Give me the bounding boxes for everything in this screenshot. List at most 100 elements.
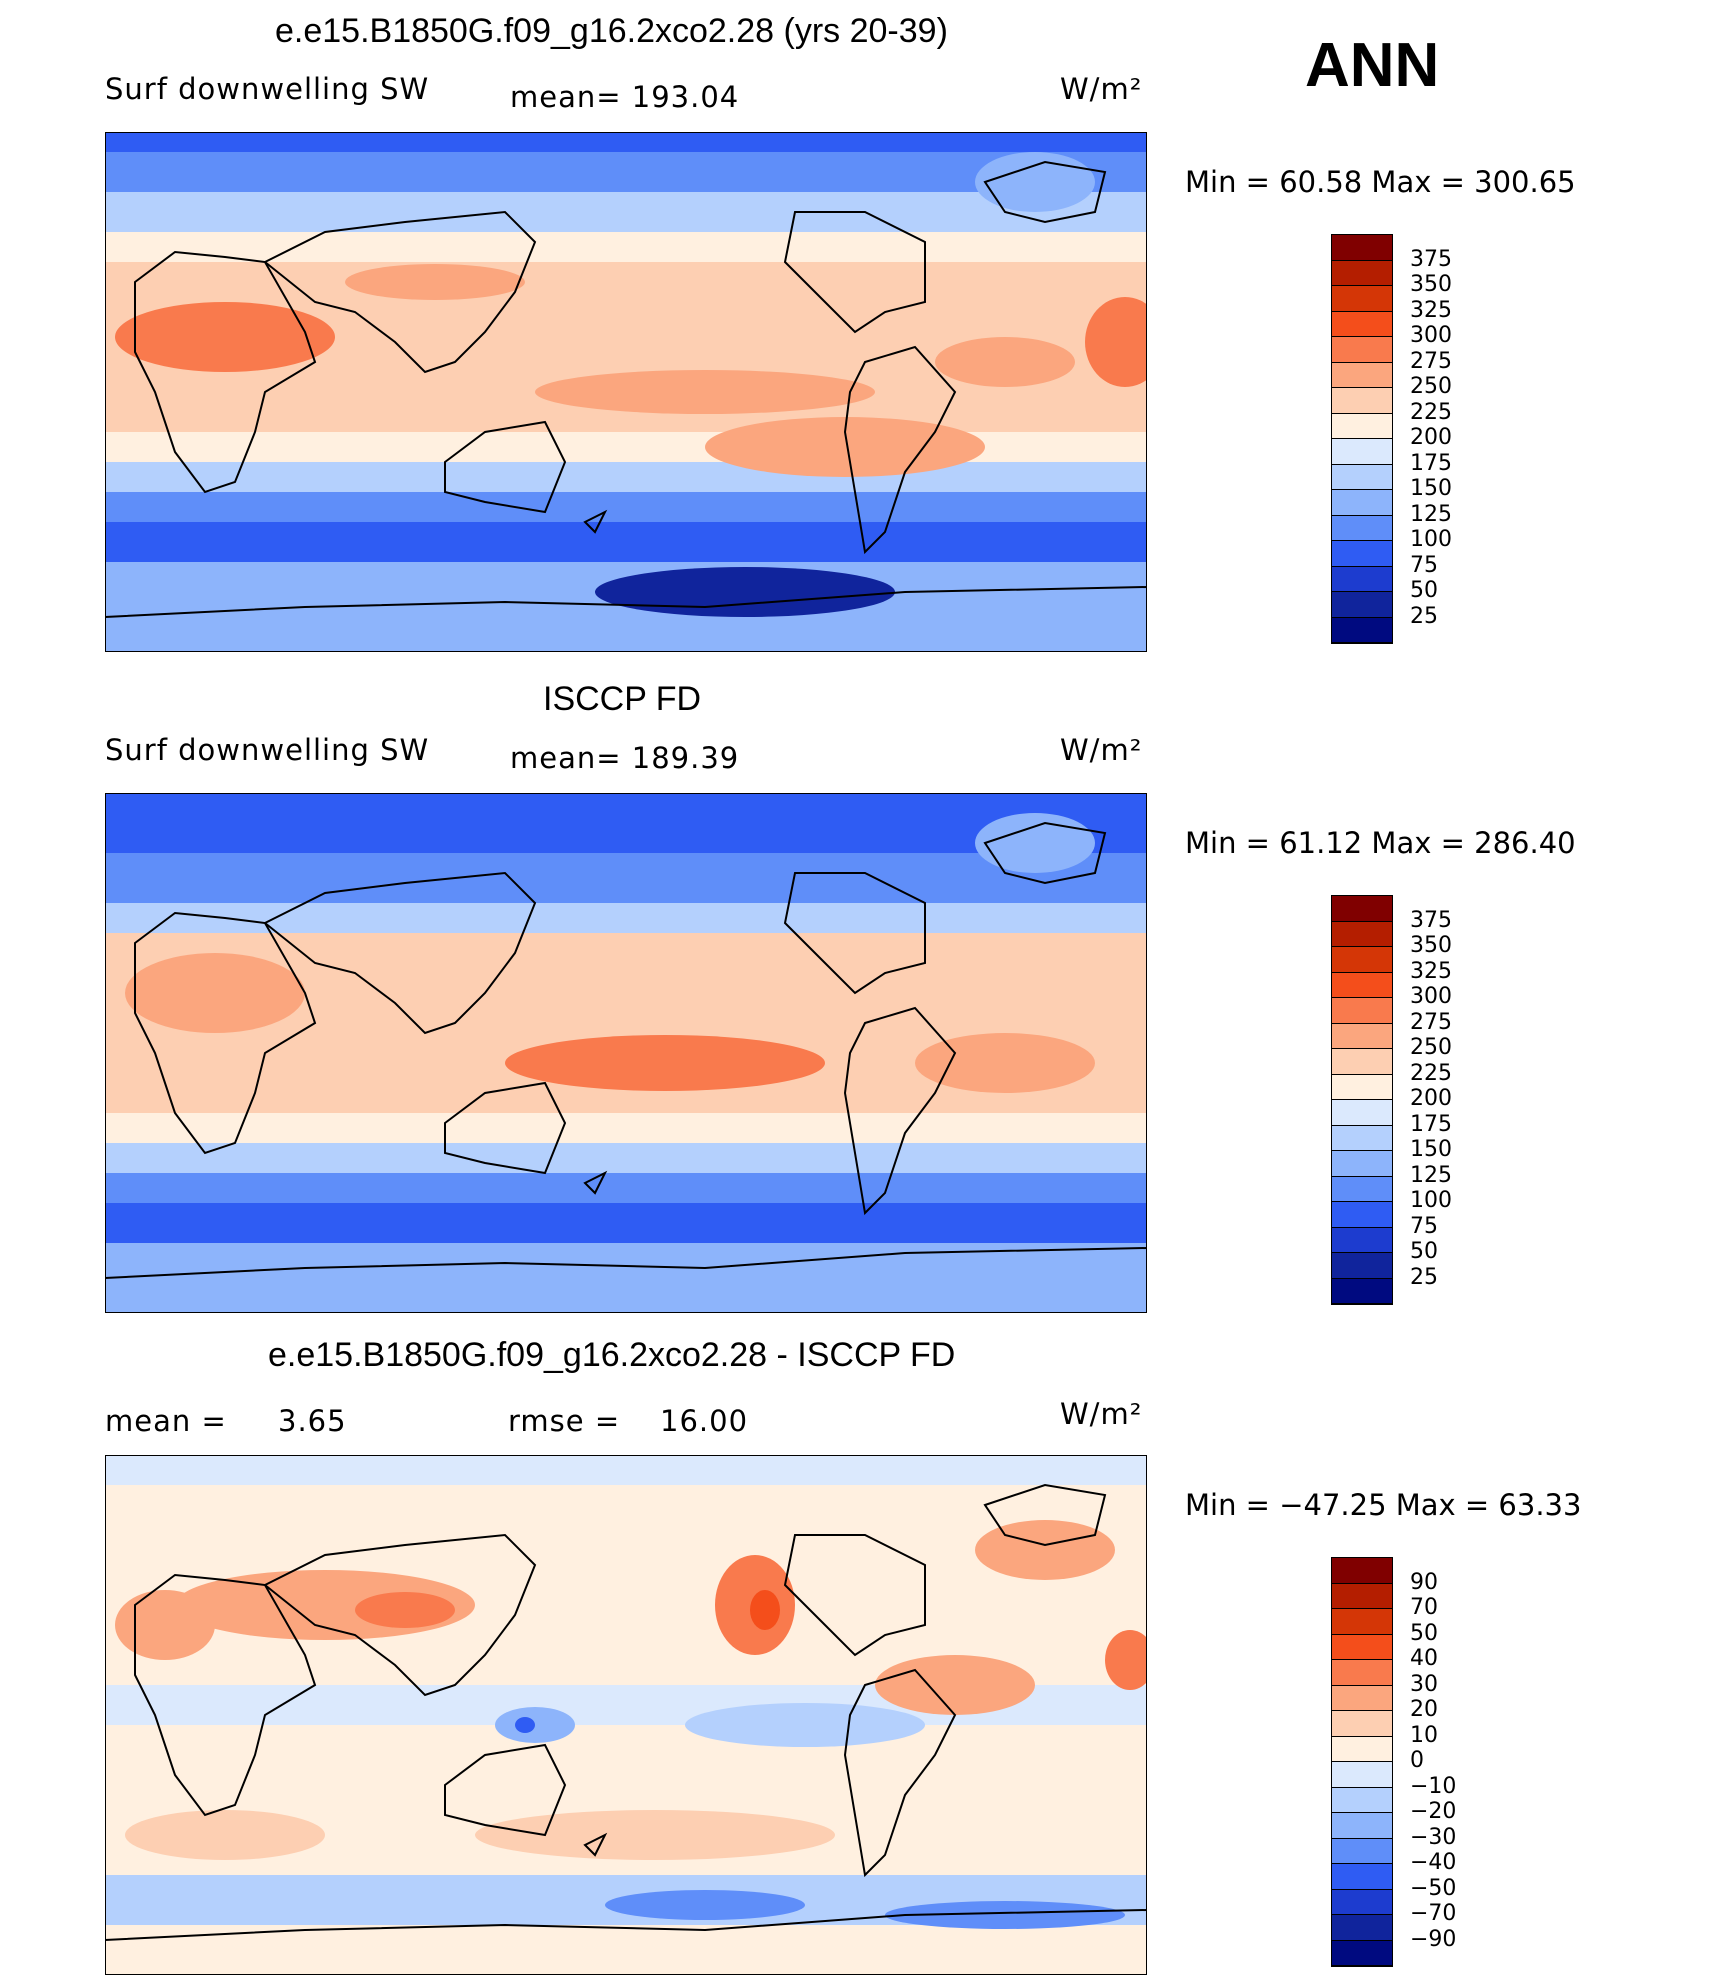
colorbar-label: 0 xyxy=(1410,1748,1424,1773)
panel2-title: ISCCP FD xyxy=(543,680,702,718)
colorbar-label: 100 xyxy=(1410,1188,1452,1213)
colorbar-swatch xyxy=(1332,998,1392,1024)
colorbar-swatch xyxy=(1332,1074,1392,1100)
colorbar-swatch xyxy=(1332,1125,1392,1151)
colorbar-swatch xyxy=(1332,1202,1392,1228)
colorbar-label: 175 xyxy=(1410,1111,1452,1137)
colorbar-label: 50 xyxy=(1410,578,1438,603)
colorbar-label: 100 xyxy=(1410,527,1452,552)
colorbar-label: 325 xyxy=(1410,958,1452,984)
colorbar-label: 250 xyxy=(1410,374,1452,399)
colorbar-label: −30 xyxy=(1410,1824,1457,1850)
colorbar-swatch xyxy=(1332,1227,1392,1253)
colorbar-swatch xyxy=(1332,1634,1392,1660)
colorbar-label: 325 xyxy=(1410,297,1452,323)
colorbar-label: 125 xyxy=(1410,1162,1452,1188)
colorbar-swatch xyxy=(1332,896,1392,922)
colorbar-label: −40 xyxy=(1410,1850,1457,1875)
colorbar-label: 175 xyxy=(1410,450,1452,476)
colorbar-swatch xyxy=(1332,413,1392,439)
colorbar-swatch xyxy=(1332,1864,1392,1890)
panel3-mean-label: mean = xyxy=(105,1404,227,1438)
colorbar-label: 300 xyxy=(1410,323,1452,348)
panel3-map xyxy=(105,1455,1147,1975)
colorbar-label: 250 xyxy=(1410,1035,1452,1060)
colorbar-swatch xyxy=(1332,1176,1392,1202)
colorbar-swatch xyxy=(1332,1558,1392,1584)
colorbar-label: 40 xyxy=(1410,1646,1438,1671)
colorbar-swatch xyxy=(1332,1685,1392,1711)
colorbar-label: −70 xyxy=(1410,1901,1457,1926)
colorbar-label: 275 xyxy=(1410,1009,1452,1035)
colorbar-swatch xyxy=(1332,490,1392,516)
colorbar-swatch xyxy=(1332,1940,1392,1966)
colorbar-swatch xyxy=(1332,1609,1392,1635)
colorbar-swatch xyxy=(1332,1278,1392,1304)
panel1-colorbar xyxy=(1331,234,1393,644)
panel2-minmax: Min = 61.12 Max = 286.40 xyxy=(1185,826,1576,860)
colorbar-label: 225 xyxy=(1410,1060,1452,1086)
colorbar-swatch xyxy=(1332,541,1392,567)
colorbar-label: 200 xyxy=(1410,1086,1452,1111)
colorbar-swatch xyxy=(1332,362,1392,388)
panel2-units: W/m² xyxy=(1060,733,1143,767)
colorbar-label: 25 xyxy=(1410,603,1438,629)
colorbar-label: 70 xyxy=(1410,1595,1438,1620)
colorbar-swatch xyxy=(1332,1813,1392,1839)
colorbar-label: 50 xyxy=(1410,1620,1438,1646)
colorbar-swatch xyxy=(1332,1915,1392,1941)
colorbar-label: 10 xyxy=(1410,1722,1438,1748)
colorbar-label: 275 xyxy=(1410,348,1452,374)
colorbar-label: 350 xyxy=(1410,272,1452,297)
colorbar-label: 350 xyxy=(1410,933,1452,958)
colorbar-swatch xyxy=(1332,1711,1392,1737)
colorbar-swatch xyxy=(1332,311,1392,337)
panel2-colorbar xyxy=(1331,895,1393,1305)
colorbar-label: 125 xyxy=(1410,501,1452,527)
colorbar-label: 200 xyxy=(1410,425,1452,450)
panel2-variable-label: Surf downwelling SW xyxy=(105,733,430,767)
colorbar-label: 150 xyxy=(1410,1137,1452,1162)
colorbar-label: 30 xyxy=(1410,1671,1438,1697)
colorbar-label: 90 xyxy=(1410,1569,1438,1595)
colorbar-swatch xyxy=(1332,515,1392,541)
colorbar-label: 50 xyxy=(1410,1239,1438,1264)
colorbar-label: 20 xyxy=(1410,1697,1438,1722)
colorbar-swatch xyxy=(1332,592,1392,618)
colorbar-label: 375 xyxy=(1410,907,1452,933)
panel1-mean-label: mean= 193.04 xyxy=(510,80,740,114)
colorbar-swatch xyxy=(1332,947,1392,973)
panel1-variable-label: Surf downwelling SW xyxy=(105,72,430,106)
colorbar-label: −20 xyxy=(1410,1799,1457,1824)
colorbar-swatch xyxy=(1332,439,1392,465)
colorbar-swatch xyxy=(1332,337,1392,363)
colorbar-label: 75 xyxy=(1410,1213,1438,1239)
colorbar-label: 225 xyxy=(1410,399,1452,425)
panel1-map xyxy=(105,132,1147,652)
colorbar-swatch xyxy=(1332,286,1392,312)
colorbar-swatch xyxy=(1332,1023,1392,1049)
panel3-mean-value: 3.65 xyxy=(278,1404,347,1438)
colorbar-label: −50 xyxy=(1410,1875,1457,1901)
panel2-map xyxy=(105,793,1147,1313)
colorbar-swatch xyxy=(1332,1838,1392,1864)
colorbar-label: −10 xyxy=(1410,1773,1457,1799)
panel3-rmse-value: 16.00 xyxy=(660,1404,749,1438)
colorbar-label: 150 xyxy=(1410,476,1452,501)
colorbar-swatch xyxy=(1332,260,1392,286)
colorbar-swatch xyxy=(1332,566,1392,592)
colorbar-swatch xyxy=(1332,1100,1392,1126)
colorbar-swatch xyxy=(1332,1736,1392,1762)
colorbar-label: 300 xyxy=(1410,984,1452,1009)
colorbar-swatch xyxy=(1332,235,1392,261)
colorbar-swatch xyxy=(1332,1762,1392,1788)
colorbar-label: 75 xyxy=(1410,552,1438,578)
colorbar-swatch xyxy=(1332,464,1392,490)
colorbar-swatch xyxy=(1332,1049,1392,1075)
panel3-minmax: Min = −47.25 Max = 63.33 xyxy=(1185,1488,1582,1522)
panel1-minmax: Min = 60.58 Max = 300.65 xyxy=(1185,165,1576,199)
colorbar-label: 25 xyxy=(1410,1264,1438,1290)
colorbar-swatch xyxy=(1332,1253,1392,1279)
panel3-title: e.e15.B1850G.f09_g16.2xco2.28 - ISCCP FD xyxy=(268,1336,956,1374)
colorbar-swatch xyxy=(1332,1660,1392,1686)
